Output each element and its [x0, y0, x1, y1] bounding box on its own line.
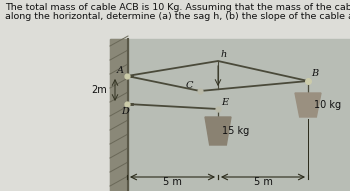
Text: 2m: 2m [91, 85, 107, 95]
Text: 15 kg: 15 kg [222, 126, 249, 136]
Text: h: h [221, 50, 227, 59]
Polygon shape [295, 93, 321, 117]
Text: A: A [117, 66, 124, 75]
Bar [110, 39, 128, 191]
Text: 10 kg: 10 kg [314, 100, 341, 110]
Bar [110, 39, 350, 191]
Text: along the horizontal, determine (a) the sag h, (b) the slope of the cable at A.: along the horizontal, determine (a) the … [5, 12, 350, 21]
Polygon shape [205, 117, 231, 145]
Text: E: E [221, 98, 228, 107]
Text: 5 m: 5 m [253, 177, 272, 187]
Text: D: D [121, 107, 129, 116]
Text: C: C [186, 81, 194, 90]
Text: B: B [311, 69, 318, 78]
Text: 5 m: 5 m [163, 177, 182, 187]
Bar [0, 0, 350, 41]
Text: The total mass of cable ACB is 10 Kg. Assuming that the mass of the cable is dis: The total mass of cable ACB is 10 Kg. As… [5, 3, 350, 12]
